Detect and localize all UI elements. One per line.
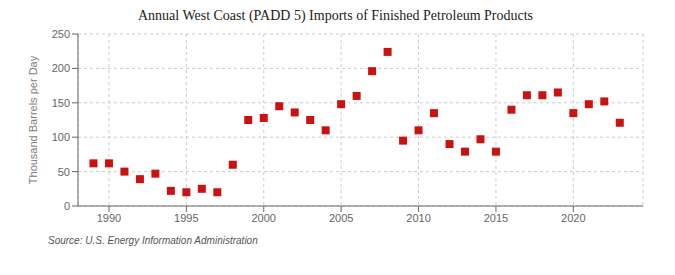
html-text:Source: U.S. Energy Informatio: Source: U.S. Energy Information Administ… [48, 235, 258, 246]
html-text:Annual West Coast (PADD 5) Imp: Annual West Coast (PADD 5) Imports of Fi… [137, 8, 534, 23]
svg-text:2020: 2020 [561, 212, 585, 224]
svg-text:2000: 2000 [252, 212, 276, 224]
svg-text:1995: 1995 [174, 212, 198, 224]
svg-text:Thousand Barrels per Day: Thousand Barrels per Day [27, 55, 39, 184]
svg-text:200: 200 [52, 62, 70, 74]
svg-text:2010: 2010 [406, 212, 430, 224]
svg-text:2015: 2015 [484, 212, 508, 224]
svg-text:150: 150 [52, 97, 70, 109]
svg-text:2005: 2005 [329, 212, 353, 224]
svg-text:50: 50 [58, 166, 70, 178]
svg-text:1990: 1990 [97, 212, 121, 224]
svg-text:250: 250 [52, 28, 70, 40]
svg-text:100: 100 [52, 131, 70, 143]
svg-text:0: 0 [64, 200, 70, 212]
